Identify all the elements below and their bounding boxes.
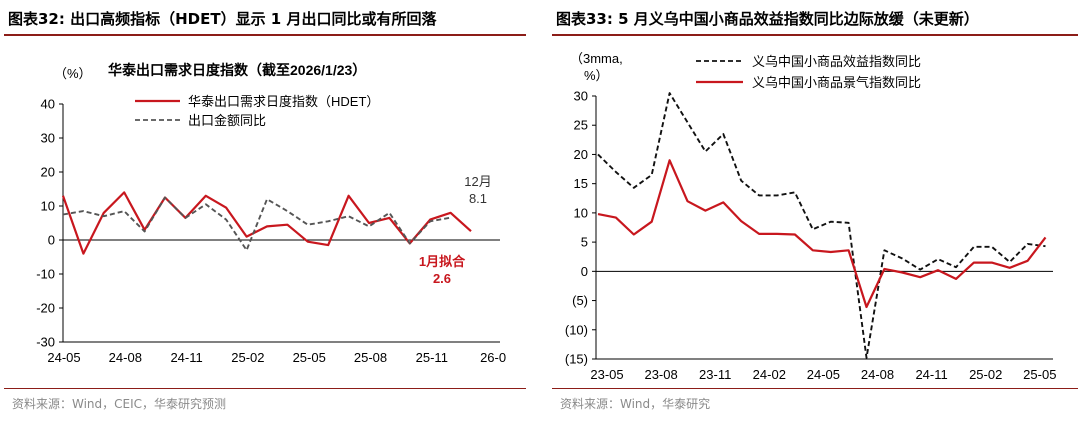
x-tick-label: 25-02 bbox=[231, 350, 264, 365]
x-tick-label: 25-02 bbox=[969, 367, 1002, 382]
title-divider bbox=[4, 34, 526, 36]
y-tick-label: 5 bbox=[581, 235, 588, 250]
x-tick-label: 24-05 bbox=[47, 350, 80, 365]
y-axis-unit-label: （%） bbox=[54, 66, 92, 81]
x-tick-label: 24-11 bbox=[170, 350, 202, 365]
figure-33-panel: 图表33: 5 月义乌中国小商品效益指数同比边际放缓（未更新） （3mma, %… bbox=[548, 0, 1080, 442]
figure-33-title: 图表33: 5 月义乌中国小商品效益指数同比边际放缓（未更新） bbox=[556, 10, 979, 28]
y-tick-label: 30 bbox=[41, 131, 55, 146]
x-tick-label: 26-0 bbox=[480, 350, 506, 365]
y-tick-label: 40 bbox=[41, 97, 55, 112]
annotation-dec-value: 8.1 bbox=[469, 191, 487, 206]
chart-32-svg: （%） 华泰出口需求日度指数（截至2026/1/23） 华泰出口需求日度指数（H… bbox=[36, 62, 506, 365]
x-tick-label: 24-02 bbox=[753, 367, 786, 382]
y-tick-label: 10 bbox=[574, 205, 588, 220]
series-line-1 bbox=[62, 196, 451, 252]
y-tick-label: 10 bbox=[41, 199, 55, 214]
x-tick-label: 24-11 bbox=[915, 367, 947, 382]
legend-label-export: 出口金额同比 bbox=[188, 113, 266, 128]
annotation-jan-label: 1月拟合 bbox=[419, 254, 466, 269]
x-tick-label: 24-05 bbox=[807, 367, 840, 382]
y-tick-label: (5) bbox=[572, 293, 588, 308]
source-note: 资料来源：Wind，CEIC，华泰研究预测 bbox=[12, 397, 227, 411]
y-tick-label: 20 bbox=[41, 165, 55, 180]
y-tick-label: 0 bbox=[581, 264, 588, 279]
legend-label-sentiment: 义乌中国小商品景气指数同比 bbox=[752, 75, 921, 90]
figure-32-panel: 图表32: 出口高频指标（HDET）显示 1 月出口同比或有所回落 （%） 华泰… bbox=[0, 0, 528, 442]
y-axis-unit-label-line2: %） bbox=[584, 68, 609, 83]
x-tick-label: 25-05 bbox=[1023, 367, 1056, 382]
annotation-dec-label: 12月 bbox=[464, 174, 491, 189]
legend-label-efficiency: 义乌中国小商品效益指数同比 bbox=[752, 54, 921, 69]
series-line-0 bbox=[597, 92, 1046, 359]
x-tick-label: 23-05 bbox=[590, 367, 623, 382]
x-tick-label: 24-08 bbox=[109, 350, 142, 365]
chart-33-svg: （3mma, %） 义乌中国小商品效益指数同比 义乌中国小商品景气指数同比 30… bbox=[565, 51, 1057, 382]
figure-32-title: 图表32: 出口高频指标（HDET）显示 1 月出口同比或有所回落 bbox=[8, 10, 437, 28]
y-tick-label: 25 bbox=[574, 118, 588, 133]
source-divider bbox=[4, 388, 526, 389]
y-tick-label: 30 bbox=[574, 89, 588, 104]
y-tick-label: -30 bbox=[36, 335, 55, 350]
y-tick-label: 15 bbox=[574, 176, 588, 191]
title-divider bbox=[552, 34, 1078, 36]
y-tick-label: 20 bbox=[574, 147, 588, 162]
y-tick-label: -20 bbox=[36, 301, 55, 316]
x-tick-label: 25-08 bbox=[354, 350, 387, 365]
series-line-1 bbox=[597, 159, 1047, 309]
x-tick-label: 23-08 bbox=[644, 367, 677, 382]
y-tick-label: 0 bbox=[48, 233, 55, 248]
x-tick-label: 25-05 bbox=[293, 350, 326, 365]
y-axis-unit-label-line1: （3mma, bbox=[570, 51, 623, 66]
source-note: 资料来源：Wind，华泰研究 bbox=[560, 397, 711, 411]
x-tick-label: 25-11 bbox=[416, 350, 448, 365]
y-tick-label: (15) bbox=[565, 352, 588, 367]
annotation-jan-value: 2.6 bbox=[433, 271, 451, 286]
chart-32-inner-title: 华泰出口需求日度指数（截至2026/1/23） bbox=[108, 62, 366, 78]
x-tick-label: 23-11 bbox=[699, 367, 731, 382]
legend-label-hdet: 华泰出口需求日度指数（HDET） bbox=[188, 94, 379, 109]
source-divider bbox=[552, 388, 1078, 389]
y-tick-label: -10 bbox=[36, 267, 55, 282]
y-tick-label: (10) bbox=[565, 322, 588, 337]
x-tick-label: 24-08 bbox=[861, 367, 894, 382]
